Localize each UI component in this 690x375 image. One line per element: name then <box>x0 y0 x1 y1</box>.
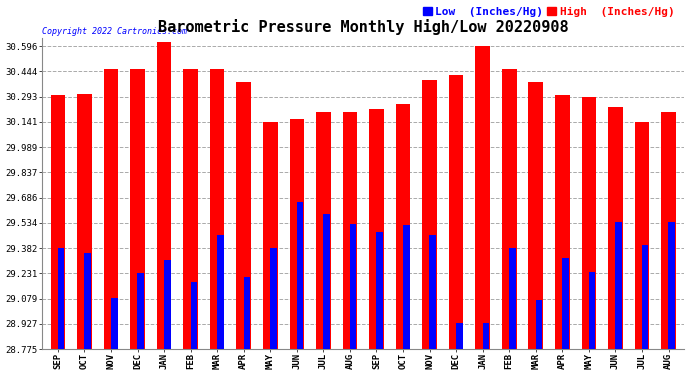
Bar <box>190 282 197 349</box>
Bar <box>615 222 622 349</box>
Bar <box>509 249 515 349</box>
Bar <box>608 107 622 349</box>
Bar <box>661 112 676 349</box>
Bar <box>669 222 675 349</box>
Bar <box>535 300 542 349</box>
Bar <box>589 272 595 349</box>
Bar <box>217 235 224 349</box>
Bar <box>316 112 331 349</box>
Bar <box>396 104 411 349</box>
Title: Barometric Pressure Monthly High/Low 20220908: Barometric Pressure Monthly High/Low 202… <box>158 19 569 35</box>
Bar <box>635 122 649 349</box>
Bar <box>350 224 357 349</box>
Bar <box>244 277 250 349</box>
Legend: Low  (Inches/Hg), High  (Inches/Hg): Low (Inches/Hg), High (Inches/Hg) <box>418 3 679 21</box>
Bar <box>290 119 304 349</box>
Bar <box>137 273 144 349</box>
Bar <box>130 69 145 349</box>
Bar <box>529 82 543 349</box>
Bar <box>475 45 490 349</box>
Bar <box>582 97 596 349</box>
Bar <box>111 298 117 349</box>
Bar <box>270 249 277 349</box>
Bar <box>448 75 464 349</box>
Bar <box>403 225 410 349</box>
Bar <box>369 109 384 349</box>
Bar <box>164 260 170 349</box>
Bar <box>502 69 517 349</box>
Text: Copyright 2022 Cartronics.com: Copyright 2022 Cartronics.com <box>42 27 187 36</box>
Bar <box>104 69 118 349</box>
Bar <box>376 232 383 349</box>
Bar <box>324 213 330 349</box>
Bar <box>210 69 224 349</box>
Bar <box>184 69 198 349</box>
Bar <box>429 235 436 349</box>
Bar <box>237 82 251 349</box>
Bar <box>555 95 570 349</box>
Bar <box>456 323 463 349</box>
Bar <box>343 112 357 349</box>
Bar <box>297 202 304 349</box>
Bar <box>562 258 569 349</box>
Bar <box>642 245 649 349</box>
Bar <box>157 42 171 349</box>
Bar <box>77 94 92 349</box>
Bar <box>58 249 64 349</box>
Bar <box>263 122 277 349</box>
Bar <box>482 323 489 349</box>
Bar <box>422 81 437 349</box>
Bar <box>50 95 65 349</box>
Bar <box>84 254 91 349</box>
